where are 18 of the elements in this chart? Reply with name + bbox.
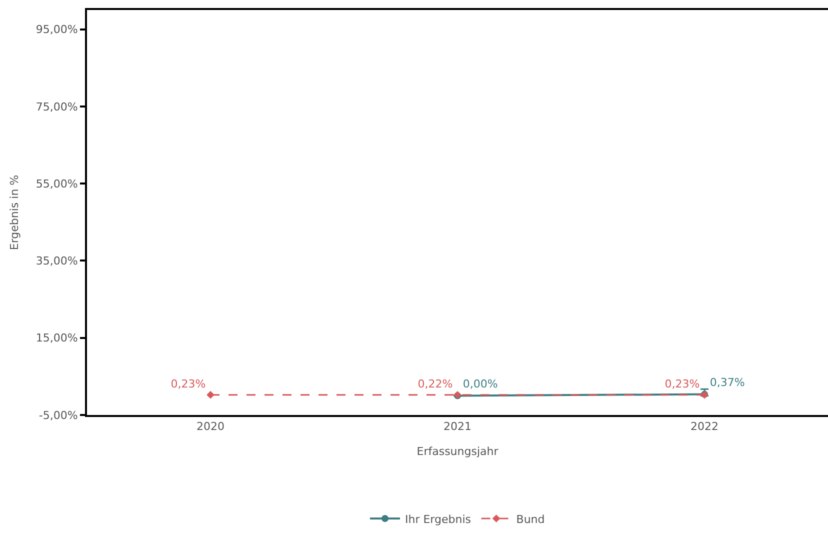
data-label: 0,22% <box>418 377 453 390</box>
x-tick-label: 2021 <box>444 420 472 434</box>
y-tick-label: 55,00% <box>36 177 78 190</box>
x-axis-title: Erfassungsjahr <box>416 444 499 458</box>
data-label: 0,37% <box>710 376 745 390</box>
y-tick-label: 95,00% <box>36 23 78 36</box>
data-label: 0,00% <box>462 378 498 391</box>
data-label: 0,23% <box>664 377 700 390</box>
legend-label: Bund <box>516 512 545 526</box>
x-tick-label: 2020 <box>196 420 224 434</box>
y-tick-label: 35,00% <box>36 254 78 268</box>
legend-label: Ihr Ergebnis <box>405 512 472 526</box>
y-tick-label: 75,00% <box>36 100 78 114</box>
data-label: 0,23% <box>170 377 206 390</box>
x-tick-label: 2022 <box>690 420 718 434</box>
y-axis-title: Ergebnis in % <box>8 174 21 250</box>
y-tick-label: 15,00% <box>36 332 78 345</box>
y-tick-label: -5,00% <box>38 408 78 422</box>
